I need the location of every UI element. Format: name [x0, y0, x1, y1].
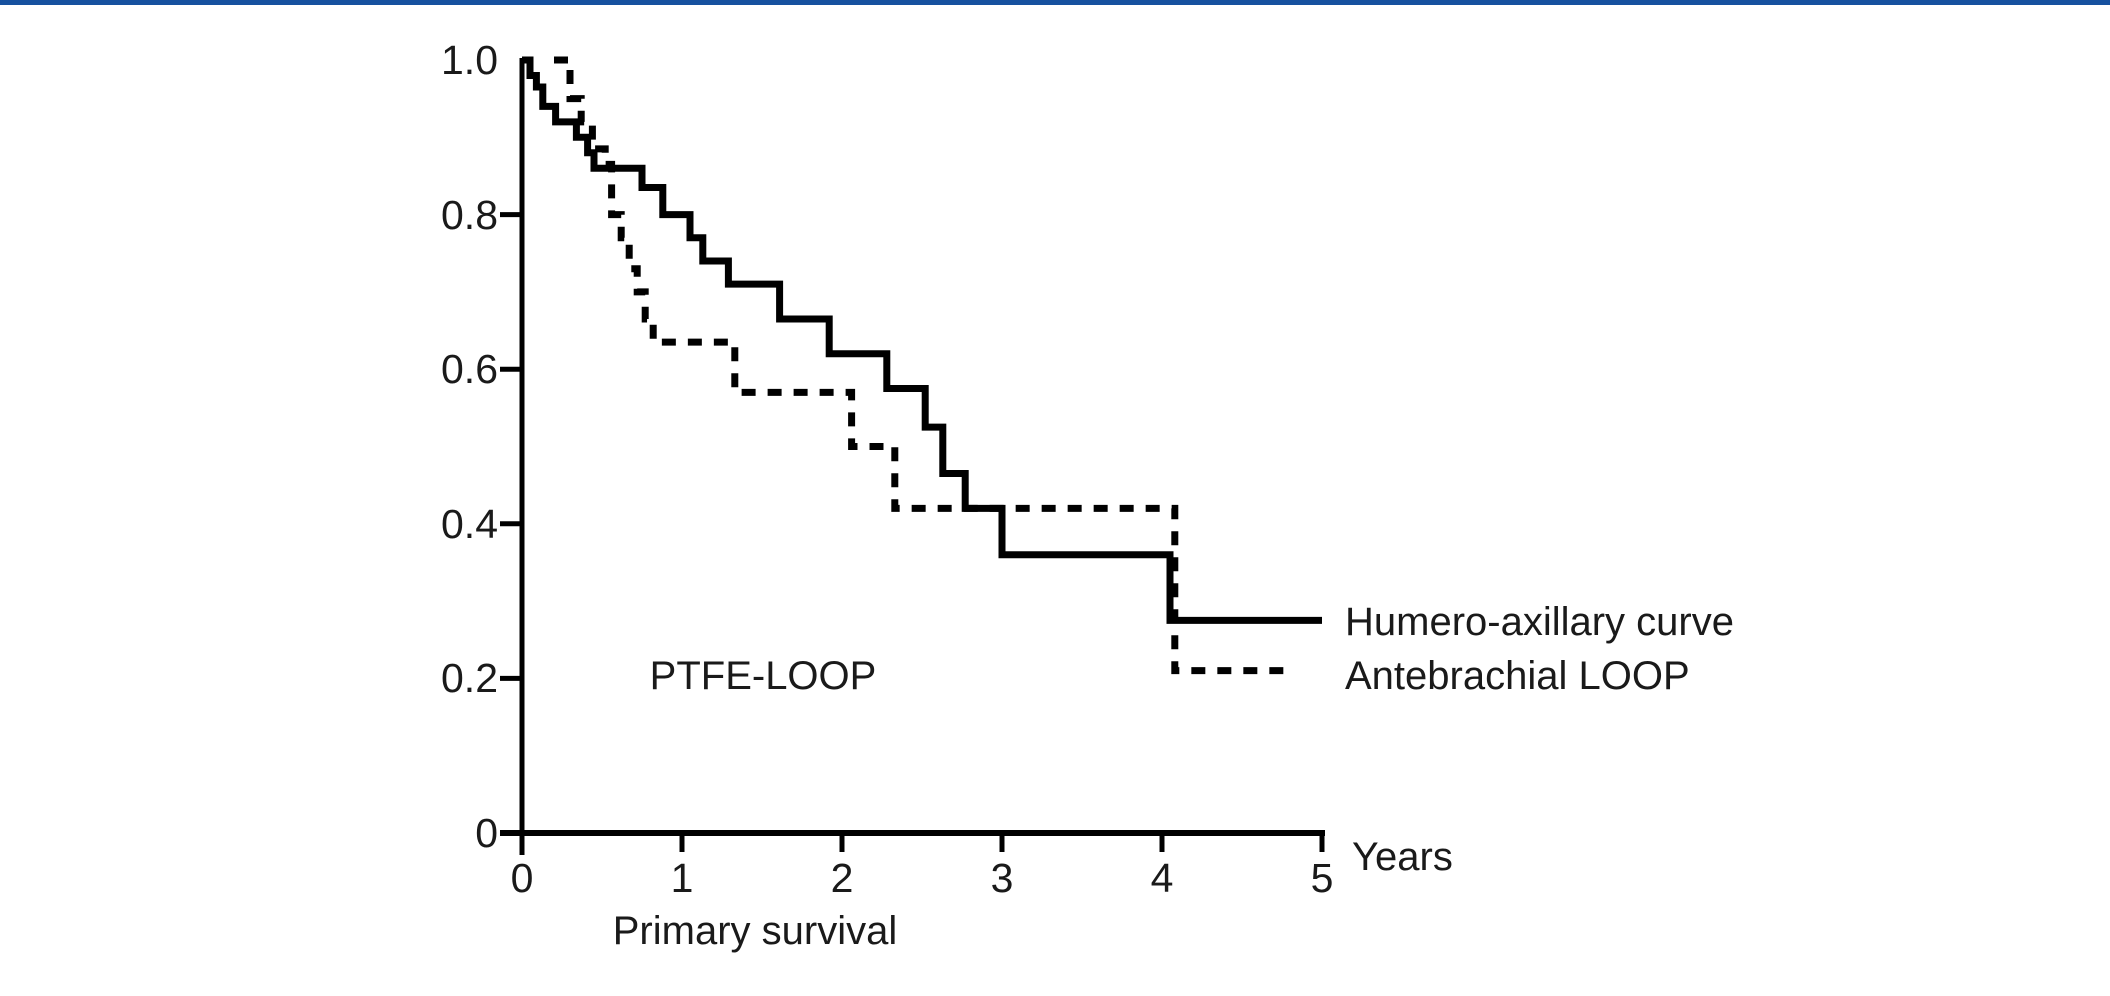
x-tick-label: 2: [830, 855, 854, 901]
x-tick-label: 4: [1150, 855, 1174, 901]
top-accent-bar: [0, 0, 2110, 5]
y-tick-label: 0.8: [441, 192, 498, 238]
legend-label-humero-axillary: Humero-axillary curve: [1345, 600, 1734, 644]
x-tick-label: 5: [1310, 855, 1334, 901]
y-tick-label: 1.0: [441, 37, 498, 83]
x-tick-label: 1: [670, 855, 694, 901]
curves-group: [522, 56, 1322, 675]
plot-annotation-ptfe-loop: PTFE-LOOP: [649, 654, 877, 698]
humero-axillary-curve-line: [522, 56, 1322, 624]
y-tick-label: 0.2: [441, 655, 498, 701]
y-tick-label: 0: [475, 810, 498, 856]
legend-label-antebrachial: Antebrachial LOOP: [1345, 654, 1690, 698]
antebrachial-loop-curve: [554, 56, 1295, 675]
y-tick-label: 0.4: [441, 501, 498, 547]
x-axis-title: Primary survival: [612, 909, 898, 953]
x-axis-unit-label: Years: [1352, 835, 1453, 879]
x-tick-label: 3: [990, 855, 1014, 901]
axes-group: [500, 58, 1325, 855]
x-tick-label: 0: [510, 855, 534, 901]
y-tick-label: 0.6: [441, 346, 498, 392]
